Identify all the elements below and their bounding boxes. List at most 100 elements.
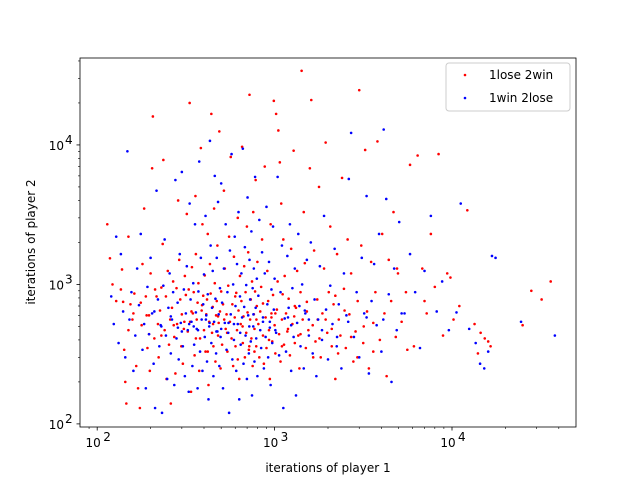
data-point-series-1 bbox=[332, 303, 335, 306]
data-point-series-2 bbox=[238, 295, 242, 298]
data-point-series-2 bbox=[377, 232, 381, 236]
data-point-series-2 bbox=[292, 335, 295, 339]
data-point-series-2 bbox=[177, 358, 180, 361]
data-point-series-2 bbox=[346, 320, 350, 324]
data-point-series-1 bbox=[342, 287, 346, 291]
data-point-series-2 bbox=[255, 277, 259, 280]
data-point-series-2 bbox=[203, 335, 207, 339]
data-point-series-1 bbox=[171, 280, 175, 283]
data-point-series-1 bbox=[253, 327, 256, 331]
data-point-series-1 bbox=[120, 268, 124, 271]
data-point-series-2 bbox=[132, 369, 135, 373]
data-point-series-2 bbox=[218, 286, 222, 290]
data-point-series-2 bbox=[244, 334, 247, 337]
data-point-series-1 bbox=[274, 352, 277, 355]
data-point-series-2 bbox=[280, 244, 284, 247]
data-point-series-1 bbox=[265, 346, 268, 350]
data-point-series-2 bbox=[144, 386, 148, 390]
data-point-series-1 bbox=[194, 337, 198, 340]
data-point-series-1 bbox=[150, 166, 154, 170]
data-point-series-2 bbox=[213, 174, 217, 178]
data-point-series-1 bbox=[445, 272, 449, 275]
data-point-series-1 bbox=[202, 328, 206, 332]
data-point-series-1 bbox=[302, 210, 306, 214]
data-point-series-1 bbox=[205, 298, 209, 301]
data-point-series-2 bbox=[174, 178, 177, 182]
data-point-series-1 bbox=[307, 328, 310, 332]
data-point-series-1 bbox=[311, 323, 315, 327]
data-point-series-1 bbox=[309, 98, 313, 102]
data-point-series-2 bbox=[296, 232, 300, 236]
data-point-series-2 bbox=[119, 252, 123, 256]
data-point-series-1 bbox=[315, 298, 319, 301]
data-point-series-2 bbox=[320, 338, 324, 342]
data-point-series-2 bbox=[302, 367, 306, 370]
data-point-series-2 bbox=[268, 320, 272, 324]
data-point-series-2 bbox=[247, 325, 251, 328]
data-point-series-2 bbox=[300, 283, 304, 286]
data-point-series-1 bbox=[357, 88, 361, 92]
data-point-series-2 bbox=[345, 314, 348, 317]
data-point-series-1 bbox=[321, 312, 324, 315]
data-point-series-1 bbox=[111, 283, 114, 286]
data-point-series-1 bbox=[218, 130, 221, 133]
data-point-series-2 bbox=[176, 301, 179, 304]
data-point-series-2 bbox=[204, 314, 208, 317]
data-point-series-2 bbox=[227, 411, 231, 415]
data-point-series-1 bbox=[293, 304, 297, 308]
data-point-series-2 bbox=[266, 303, 269, 306]
data-point-series-1 bbox=[369, 260, 373, 264]
data-point-series-1 bbox=[160, 334, 163, 337]
data-point-series-2 bbox=[123, 356, 127, 359]
data-point-series-1 bbox=[336, 352, 340, 355]
data-point-series-2 bbox=[197, 290, 200, 293]
data-point-series-1 bbox=[172, 323, 176, 327]
data-point-series-1 bbox=[257, 322, 260, 326]
data-point-series-1 bbox=[356, 299, 359, 303]
data-point-series-2 bbox=[349, 131, 353, 135]
data-point-series-1 bbox=[194, 194, 197, 198]
data-point-series-1 bbox=[260, 238, 264, 241]
data-point-series-1 bbox=[247, 348, 251, 352]
data-point-series-2 bbox=[252, 313, 255, 316]
y-tick-label-exponent: 2 bbox=[65, 412, 73, 426]
data-point-series-2 bbox=[248, 298, 252, 301]
data-point-series-2 bbox=[191, 281, 195, 285]
data-point-series-1 bbox=[334, 294, 337, 298]
data-point-series-1 bbox=[322, 267, 326, 270]
data-point-series-1 bbox=[367, 367, 371, 370]
data-point-series-1 bbox=[151, 115, 155, 118]
data-point-series-2 bbox=[250, 230, 253, 233]
data-point-series-1 bbox=[166, 269, 170, 273]
data-point-series-1 bbox=[334, 377, 337, 381]
x-tick-label: 10 bbox=[263, 436, 278, 450]
data-point-series-2 bbox=[270, 341, 274, 345]
data-point-series-1 bbox=[486, 340, 490, 343]
data-point-series-1 bbox=[261, 302, 265, 305]
data-point-series-1 bbox=[266, 299, 270, 303]
data-point-series-1 bbox=[270, 316, 273, 319]
data-point-series-1 bbox=[217, 321, 220, 325]
data-point-series-1 bbox=[200, 309, 203, 312]
data-point-series-2 bbox=[242, 362, 245, 366]
data-point-series-2 bbox=[251, 286, 254, 290]
data-point-series-1 bbox=[108, 256, 112, 260]
data-point-series-2 bbox=[197, 160, 201, 163]
data-point-series-1 bbox=[178, 298, 182, 301]
data-point-series-1 bbox=[206, 232, 210, 236]
data-point-series-1 bbox=[312, 249, 316, 252]
data-point-series-1 bbox=[301, 318, 304, 321]
data-point-series-1 bbox=[311, 356, 315, 359]
data-point-series-2 bbox=[274, 328, 277, 332]
data-point-series-2 bbox=[198, 350, 202, 353]
data-point-series-2 bbox=[165, 377, 169, 381]
plot-area-frame bbox=[79, 57, 577, 428]
data-point-series-1 bbox=[206, 350, 210, 353]
data-point-series-2 bbox=[201, 303, 205, 306]
data-point-series-2 bbox=[478, 362, 482, 366]
data-point-series-2 bbox=[295, 321, 299, 325]
data-point-series-1 bbox=[238, 274, 242, 278]
data-point-series-2 bbox=[240, 272, 243, 275]
data-point-series-1 bbox=[169, 402, 173, 405]
data-point-series-1 bbox=[239, 322, 242, 326]
